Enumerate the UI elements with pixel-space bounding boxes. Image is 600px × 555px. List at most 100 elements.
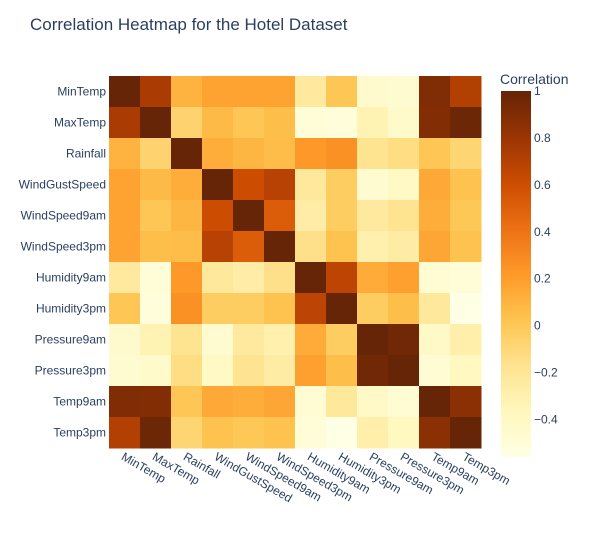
heatmap-cell [264, 138, 296, 170]
heatmap-cell [140, 138, 172, 170]
heatmap-cell [233, 355, 265, 387]
heatmap-cell [264, 386, 296, 418]
heatmap-cell [326, 231, 358, 263]
heatmap-cell [109, 169, 141, 201]
heatmap-cell [140, 324, 172, 356]
heatmap-cell [140, 231, 172, 263]
heatmap-cell [171, 200, 203, 232]
heatmap-cell [326, 417, 358, 449]
heatmap-cell [450, 386, 482, 418]
heatmap-cell [202, 138, 234, 170]
heatmap-cell [264, 417, 296, 449]
heatmap-cell [109, 138, 141, 170]
heatmap-cell [295, 355, 327, 387]
heatmap-cell [202, 107, 234, 139]
heatmap-cell [326, 169, 358, 201]
colorbar-tick-label: 0.6 [534, 178, 551, 192]
heatmap-cell [419, 138, 451, 170]
heatmap-cell [109, 231, 141, 263]
heatmap-cell [233, 138, 265, 170]
heatmap-cell [388, 386, 420, 418]
y-tick-label: MinTemp [57, 85, 106, 99]
heatmap-cell [171, 169, 203, 201]
heatmap-cell [326, 293, 358, 325]
heatmap-cell [140, 355, 172, 387]
colorbar-tick-label: −0.4 [534, 412, 558, 426]
colorbar-tick-label: −0.2 [534, 366, 558, 380]
heatmap-cell [233, 386, 265, 418]
y-tick-label: Pressure3pm [35, 364, 106, 378]
heatmap-cell [171, 262, 203, 294]
heatmap-cell [264, 324, 296, 356]
heatmap-cell [171, 138, 203, 170]
colorbar-tick-label: 0.4 [534, 225, 551, 239]
y-tick-label: WindGustSpeed [19, 178, 106, 192]
y-tick-label: WindSpeed9am [21, 209, 106, 223]
y-tick-label: Temp3pm [53, 426, 106, 440]
heatmap-cell [357, 231, 389, 263]
heatmap-cell [202, 76, 234, 108]
heatmap-cell [140, 293, 172, 325]
heatmap-cell [264, 355, 296, 387]
heatmap-cell [450, 76, 482, 108]
heatmap-cell [357, 107, 389, 139]
y-tick-label: Rainfall [66, 147, 106, 161]
heatmap-cell [388, 200, 420, 232]
heatmap-cell [419, 169, 451, 201]
heatmap-cell [326, 386, 358, 418]
heatmap-cell [264, 262, 296, 294]
y-tick-label: Pressure9am [35, 333, 106, 347]
heatmap-cell [357, 169, 389, 201]
heatmap-cell [326, 262, 358, 294]
colorbar-tick-label: 1 [534, 84, 541, 98]
heatmap-cell [388, 169, 420, 201]
y-tick-label: WindSpeed3pm [21, 240, 106, 254]
heatmap-cell [109, 262, 141, 294]
heatmap-cell [264, 293, 296, 325]
heatmap-cell [171, 355, 203, 387]
heatmap-cell [388, 107, 420, 139]
heatmap-cell [357, 324, 389, 356]
heatmap-cell [140, 386, 172, 418]
heatmap-cell [419, 200, 451, 232]
heatmap-cell [326, 76, 358, 108]
heatmap-cell [109, 417, 141, 449]
heatmap-cell [202, 262, 234, 294]
heatmap-cell [264, 107, 296, 139]
heatmap-cell [264, 169, 296, 201]
heatmap-cell [419, 386, 451, 418]
heatmap-cell [202, 200, 234, 232]
heatmap-cell [171, 386, 203, 418]
heatmap-cell [419, 262, 451, 294]
heatmap-cell [233, 293, 265, 325]
heatmap-cell [295, 76, 327, 108]
heatmap-cell [295, 293, 327, 325]
heatmap-cell [450, 355, 482, 387]
heatmap-cell [450, 107, 482, 139]
colorbar-ticks: 1 0.8 0.6 0.4 0.2 0 −0.2 −0.4 [534, 84, 558, 426]
heatmap-cell [295, 169, 327, 201]
colorbar-tick-label: 0.8 [534, 131, 551, 145]
heatmap-cell [140, 200, 172, 232]
heatmap-cell [233, 231, 265, 263]
heatmap-cell [171, 231, 203, 263]
heatmap-cell [233, 417, 265, 449]
heatmap-cell [140, 169, 172, 201]
y-axis-labels: MinTemp MaxTemp Rainfall WindGustSpeed WindS… [19, 85, 107, 440]
heatmap-cell [388, 231, 420, 263]
heatmap-cell [295, 324, 327, 356]
heatmap-cell [264, 76, 296, 108]
heatmap-cell [264, 231, 296, 263]
heatmap-cell [450, 417, 482, 449]
heatmap-cell [388, 76, 420, 108]
heatmap-cell [419, 324, 451, 356]
heatmap-cell [233, 76, 265, 108]
heatmap-cell [450, 324, 482, 356]
heatmap-cell [450, 169, 482, 201]
heatmap-cell [450, 200, 482, 232]
heatmap-cell [202, 355, 234, 387]
heatmap-cell [450, 293, 482, 325]
heatmap-cell [388, 324, 420, 356]
